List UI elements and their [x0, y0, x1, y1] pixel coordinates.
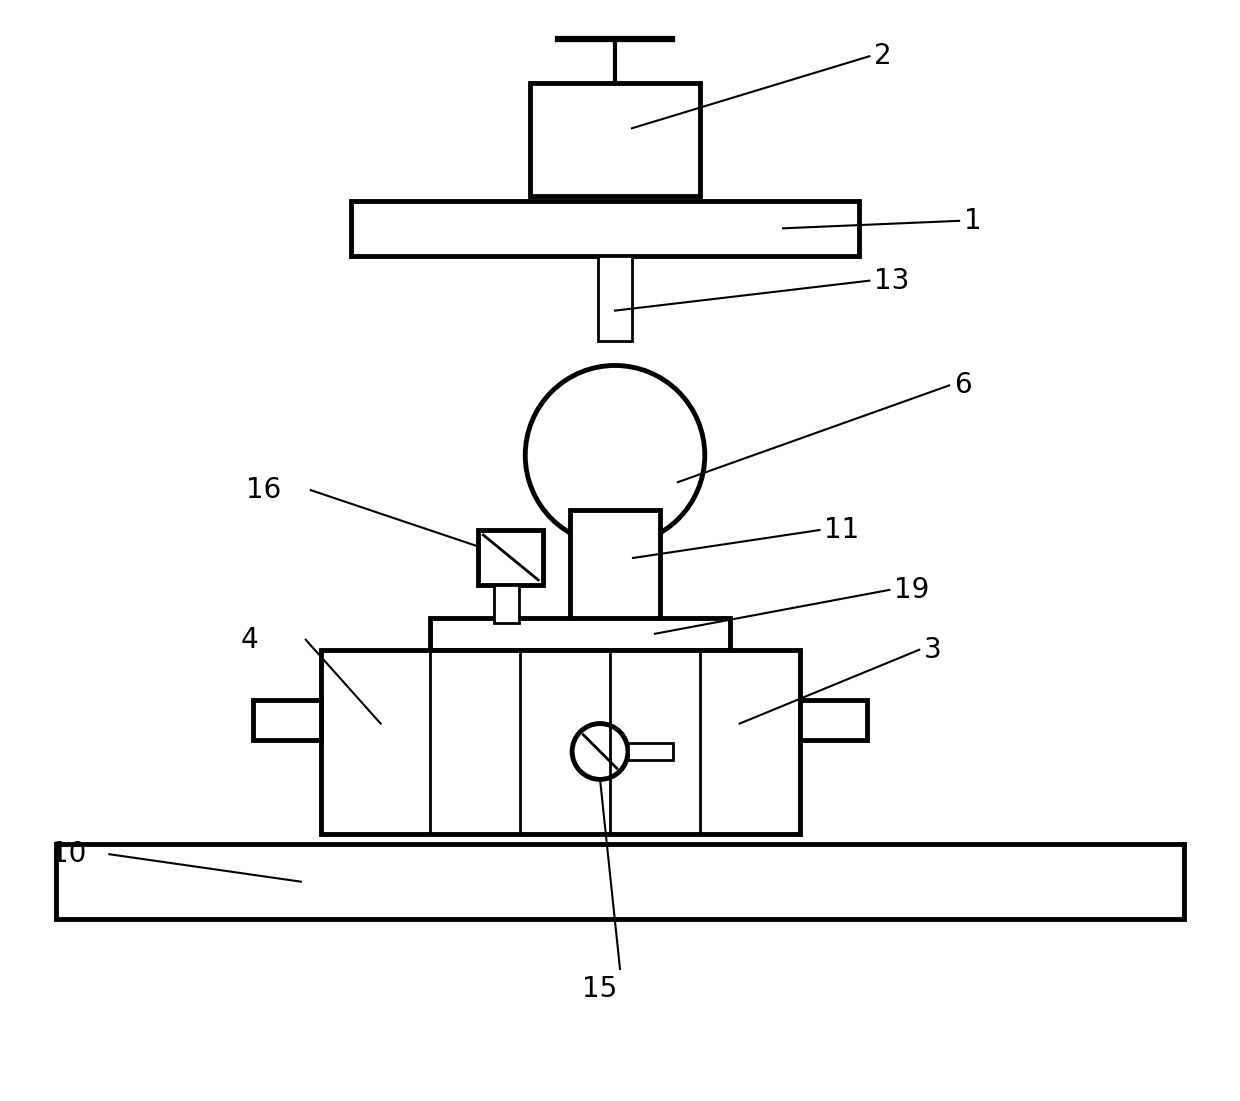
- Bar: [570, 510, 660, 630]
- Text: 1: 1: [965, 207, 982, 235]
- Circle shape: [526, 366, 704, 545]
- Bar: [800, 699, 867, 740]
- Text: 6: 6: [954, 371, 972, 400]
- Bar: [57, 844, 1183, 919]
- Text: 10: 10: [51, 840, 87, 869]
- Text: 15: 15: [583, 974, 618, 1003]
- Bar: [321, 650, 800, 835]
- Text: 4: 4: [241, 625, 259, 654]
- Text: 2: 2: [874, 42, 892, 70]
- Bar: [351, 200, 859, 255]
- Text: 3: 3: [924, 635, 942, 664]
- Bar: [598, 255, 632, 340]
- Bar: [495, 585, 520, 623]
- Circle shape: [572, 723, 627, 780]
- Bar: [479, 530, 543, 585]
- Bar: [253, 699, 321, 740]
- Bar: [627, 742, 673, 761]
- Text: 11: 11: [825, 516, 859, 544]
- Bar: [430, 618, 729, 650]
- Text: 16: 16: [246, 476, 281, 504]
- Text: 19: 19: [894, 576, 930, 604]
- Bar: [531, 84, 699, 196]
- Text: 13: 13: [874, 266, 910, 295]
